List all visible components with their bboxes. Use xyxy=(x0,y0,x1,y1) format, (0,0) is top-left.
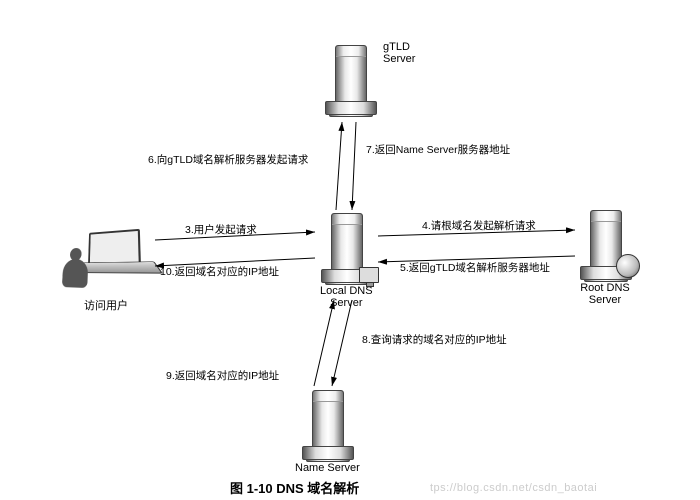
user-node: 访问用户 xyxy=(80,230,150,312)
server-icon xyxy=(325,45,375,115)
edge-8-label: 8.查询请求的域名对应的IP地址 xyxy=(362,332,507,347)
name-server-node: Name Server xyxy=(295,390,360,474)
root-dns-node: Root DNS Server xyxy=(580,210,630,306)
globe-icon xyxy=(616,254,640,278)
edge-5-label: 5.返回gTLD域名解析服务器地址 xyxy=(400,260,550,275)
user-label: 访问用户 xyxy=(62,300,150,312)
server-icon xyxy=(321,213,371,283)
edge-6-label: 6.向gTLD域名解析服务器发起请求 xyxy=(148,152,308,167)
local-dns-node: Local DNS Server xyxy=(320,213,373,309)
edge-3-label: 3.用户发起请求 xyxy=(185,222,257,237)
person-icon xyxy=(55,247,90,296)
edge-7 xyxy=(352,122,356,210)
watermark-text: tps://blog.csdn.net/csdn_baotai xyxy=(430,482,597,494)
edge-9-label: 9.返回域名对应的IP地址 xyxy=(166,368,279,383)
gtld-label: gTLD Server xyxy=(383,41,415,65)
edge-6 xyxy=(336,122,342,210)
edge-4-label: 4.请根域名发起解析请求 xyxy=(422,218,536,233)
gtld-server-node: gTLD Server xyxy=(325,45,375,115)
edge-9 xyxy=(314,300,334,386)
local-dns-label: Local DNS Server xyxy=(320,285,373,309)
edge-7-label: 7.返回Name Server服务器地址 xyxy=(366,142,510,157)
monitor-icon xyxy=(359,267,379,283)
edge-10-label: 10.返回域名对应的IP地址 xyxy=(160,264,279,279)
server-icon xyxy=(580,210,630,280)
name-server-label: Name Server xyxy=(295,462,360,474)
root-dns-label: Root DNS Server xyxy=(580,282,630,306)
laptop-icon xyxy=(82,228,152,277)
edge-8 xyxy=(332,300,352,386)
figure-caption: 图 1-10 DNS 域名解析 xyxy=(230,478,359,497)
server-icon xyxy=(302,390,352,460)
